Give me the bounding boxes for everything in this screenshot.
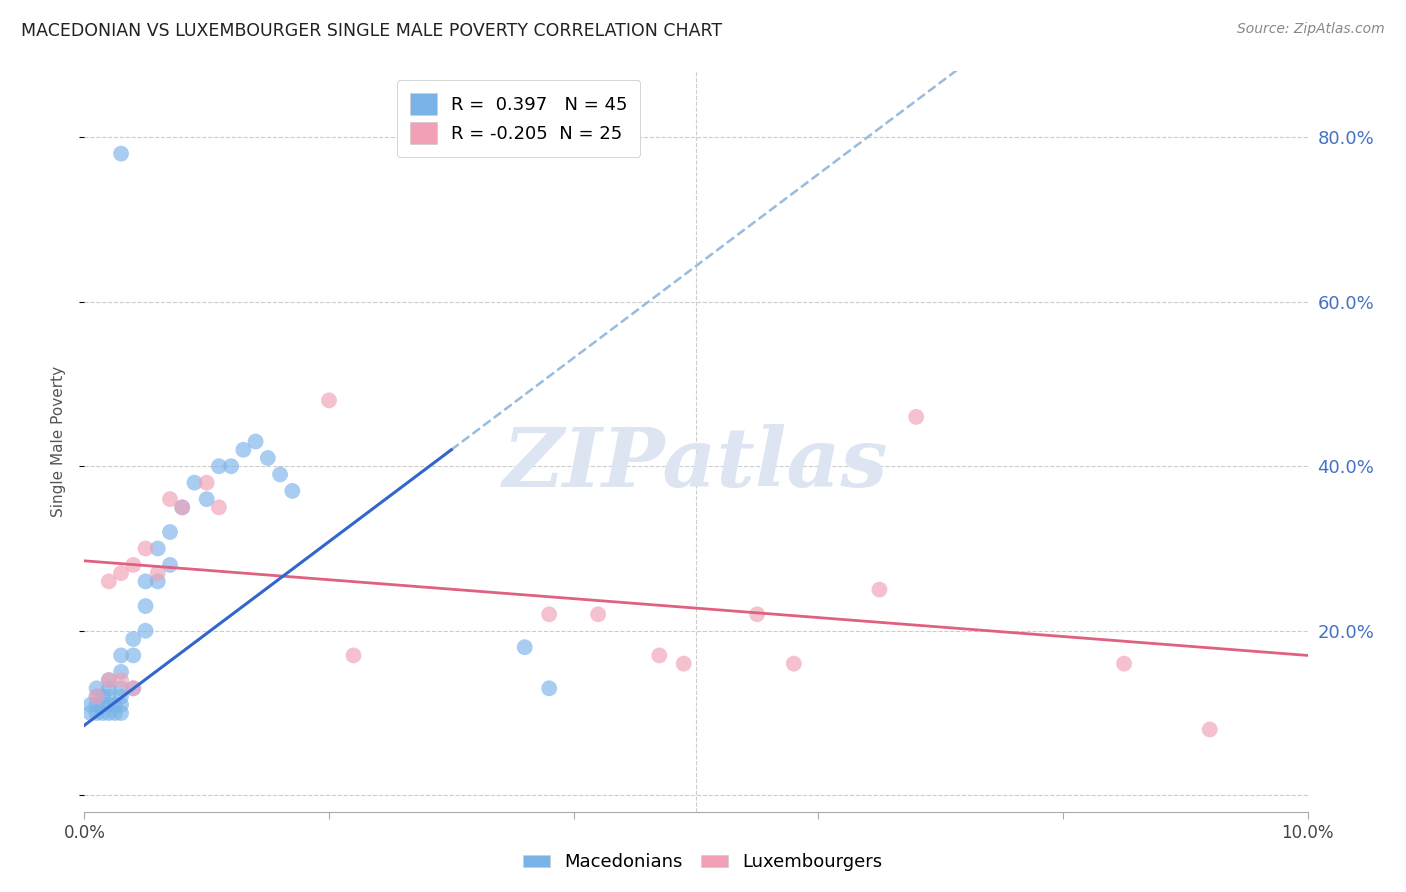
Point bbox=[648, 648, 671, 663]
Point bbox=[91, 690, 114, 704]
Point bbox=[195, 492, 218, 507]
Point bbox=[86, 690, 108, 704]
Point bbox=[318, 393, 340, 408]
Point bbox=[110, 706, 132, 720]
Point bbox=[538, 607, 561, 622]
Legend: R =  0.397   N = 45, R = -0.205  N = 25: R = 0.397 N = 45, R = -0.205 N = 25 bbox=[396, 80, 640, 157]
Point bbox=[538, 681, 561, 696]
Point bbox=[86, 698, 108, 712]
Point bbox=[513, 640, 536, 655]
Point bbox=[783, 657, 806, 671]
Point bbox=[208, 459, 231, 474]
Point bbox=[232, 442, 254, 457]
Point bbox=[79, 698, 101, 712]
Point bbox=[86, 706, 108, 720]
Point bbox=[91, 698, 114, 712]
Point bbox=[135, 624, 157, 638]
Point bbox=[122, 681, 145, 696]
Point bbox=[86, 681, 108, 696]
Point bbox=[146, 541, 169, 556]
Point bbox=[79, 706, 101, 720]
Point bbox=[91, 706, 114, 720]
Point bbox=[135, 599, 157, 613]
Point bbox=[219, 459, 242, 474]
Point bbox=[672, 657, 695, 671]
Legend: Macedonians, Luxembourgers: Macedonians, Luxembourgers bbox=[516, 847, 890, 879]
Point bbox=[110, 673, 132, 687]
Point bbox=[1198, 723, 1220, 737]
Point bbox=[110, 665, 132, 679]
Point bbox=[86, 690, 108, 704]
Point bbox=[245, 434, 267, 449]
Point bbox=[159, 524, 181, 539]
Point bbox=[159, 558, 181, 572]
Point bbox=[747, 607, 769, 622]
Point bbox=[905, 409, 928, 424]
Point bbox=[97, 574, 120, 589]
Point bbox=[122, 648, 145, 663]
Point bbox=[257, 450, 280, 465]
Point bbox=[208, 500, 231, 515]
Point bbox=[281, 483, 304, 498]
Point bbox=[159, 492, 181, 507]
Point bbox=[122, 632, 145, 646]
Text: ZIPatlas: ZIPatlas bbox=[503, 424, 889, 504]
Point bbox=[110, 648, 132, 663]
Point bbox=[269, 467, 291, 482]
Point bbox=[97, 698, 120, 712]
Point bbox=[869, 582, 891, 597]
Point bbox=[135, 574, 157, 589]
Point bbox=[122, 558, 145, 572]
Point bbox=[104, 698, 127, 712]
Point bbox=[104, 706, 127, 720]
Point bbox=[110, 690, 132, 704]
Point bbox=[1114, 657, 1136, 671]
Point bbox=[110, 146, 132, 161]
Point bbox=[110, 566, 132, 581]
Y-axis label: Single Male Poverty: Single Male Poverty bbox=[51, 366, 66, 517]
Point bbox=[183, 475, 205, 490]
Point bbox=[97, 706, 120, 720]
Point bbox=[97, 673, 120, 687]
Point bbox=[172, 500, 194, 515]
Point bbox=[110, 681, 132, 696]
Point bbox=[97, 690, 120, 704]
Point bbox=[110, 698, 132, 712]
Point bbox=[146, 566, 169, 581]
Point bbox=[586, 607, 609, 622]
Point bbox=[97, 681, 120, 696]
Point bbox=[172, 500, 194, 515]
Point bbox=[195, 475, 218, 490]
Point bbox=[97, 673, 120, 687]
Point bbox=[122, 681, 145, 696]
Point bbox=[342, 648, 364, 663]
Text: Source: ZipAtlas.com: Source: ZipAtlas.com bbox=[1237, 22, 1385, 37]
Text: MACEDONIAN VS LUXEMBOURGER SINGLE MALE POVERTY CORRELATION CHART: MACEDONIAN VS LUXEMBOURGER SINGLE MALE P… bbox=[21, 22, 723, 40]
Point bbox=[135, 541, 157, 556]
Point bbox=[146, 574, 169, 589]
